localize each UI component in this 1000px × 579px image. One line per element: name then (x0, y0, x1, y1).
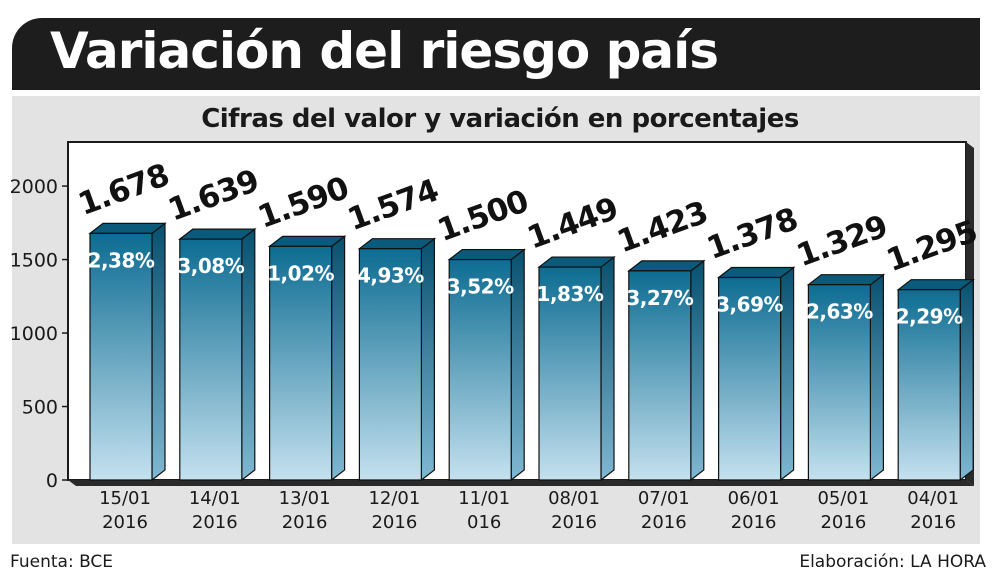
variation-label: 2,38% (88, 248, 155, 272)
source-note: Fuenta: BCE (10, 552, 114, 572)
bar-front (807, 284, 872, 481)
bar (357, 237, 437, 482)
x-tick-label: 12/01 2016 (368, 488, 420, 533)
x-tick-label: 13/01 2016 (279, 488, 331, 533)
x-tick-label: 05/01 2016 (817, 488, 869, 533)
y-tick-label: 2000 (10, 176, 58, 198)
variation-label: 3,27% (626, 286, 693, 310)
y-tick-label: 1500 (10, 250, 58, 272)
bar (806, 273, 886, 482)
x-tick-label: 15/01 2016 (99, 488, 151, 533)
bar-front (89, 232, 153, 481)
bar-front (269, 245, 333, 481)
bar-top (267, 235, 347, 247)
bar-top (537, 256, 616, 268)
y-tick-label: 0 (46, 470, 58, 492)
bar-front (897, 289, 961, 481)
variation-label: 4,93% (357, 264, 424, 288)
bar (537, 255, 616, 482)
bar-front (538, 266, 602, 481)
bar (896, 278, 975, 482)
bar-top (357, 238, 437, 250)
bar-front (717, 276, 782, 481)
bar-top (447, 248, 526, 261)
page-title: Variación del riesgo país (50, 22, 719, 80)
bar-front (358, 248, 422, 481)
variation-label: 2,63% (806, 300, 873, 324)
x-tick-label: 14/01 2016 (189, 488, 241, 533)
bar-front (179, 238, 243, 481)
x-tick-label: 07/01 2016 (638, 488, 690, 533)
bar-top (88, 222, 167, 235)
bar (178, 227, 257, 482)
bar (267, 235, 347, 482)
x-tick-label: 04/01 2016 (907, 488, 959, 533)
bar (88, 222, 167, 482)
x-tick-label: 11/01 016 (458, 488, 510, 533)
bar-top (896, 279, 975, 291)
x-tick-label: 08/01 2016 (548, 488, 600, 533)
plot-frame-floor (68, 480, 974, 486)
variation-label: 1,02% (267, 261, 334, 285)
bar-top (716, 266, 796, 279)
variation-label: 3,08% (177, 254, 244, 278)
title-bar: Variación del riesgo país (12, 18, 980, 90)
bar (627, 259, 706, 482)
x-tick-label: 06/01 2016 (728, 488, 780, 533)
bar (716, 266, 796, 482)
chart-subtitle: Cifras del valor y variación en porcenta… (201, 104, 799, 134)
y-tick-label: 500 (22, 397, 58, 419)
bar-front (628, 270, 692, 481)
variation-label: 3,69% (716, 292, 783, 316)
y-tick-label: 1000 (10, 323, 58, 345)
variation-label: 3,52% (447, 275, 514, 299)
variation-label: 1,83% (537, 282, 604, 306)
credit-note: Elaboración: LA HORA (799, 552, 986, 572)
bar-top (627, 260, 706, 272)
variation-label: 2,29% (896, 305, 963, 329)
bar-top (806, 274, 886, 286)
bar-front (448, 258, 512, 481)
bar-top (178, 228, 257, 240)
bar (447, 248, 526, 482)
